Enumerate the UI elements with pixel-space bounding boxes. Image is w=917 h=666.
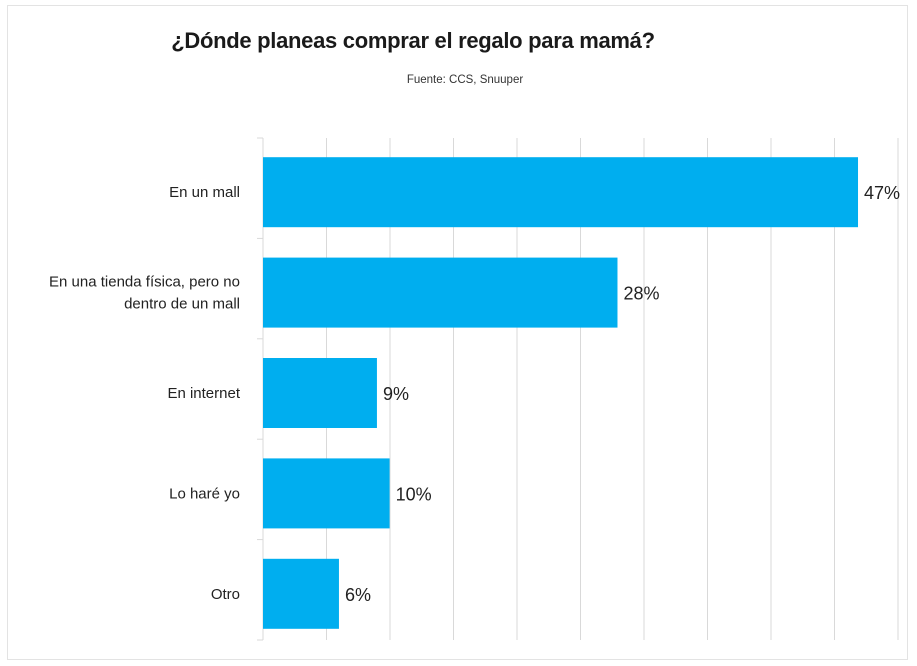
category-label-4: Lo haré yo xyxy=(169,485,240,502)
labels: 47% En un mall 28% En una tienda física, pe… xyxy=(49,183,900,605)
category-label-2: En una tienda física, pero no dentro de u… xyxy=(49,274,240,313)
chart-title: ¿Dónde planeas comprar el regalo para ma… xyxy=(171,28,655,53)
value-label-3: 9% xyxy=(383,384,409,404)
bar-1 xyxy=(263,157,859,228)
category-label-3: En internet xyxy=(167,385,240,402)
category-label-1: En un mall xyxy=(169,184,240,201)
category-label-5: Otro xyxy=(211,586,240,603)
value-label-5: 6% xyxy=(345,585,371,605)
bar-5 xyxy=(263,558,339,629)
chart-frame xyxy=(7,5,908,660)
value-label-2: 28% xyxy=(623,284,659,304)
bar-3 xyxy=(263,358,377,428)
bar-4 xyxy=(263,458,390,529)
chart-subtitle: Fuente: CCS, Snuuper xyxy=(406,74,524,86)
value-label-4: 10% xyxy=(396,484,432,504)
bar-2 xyxy=(263,257,618,328)
value-label-1: 47% xyxy=(864,183,900,203)
bars xyxy=(263,157,859,629)
